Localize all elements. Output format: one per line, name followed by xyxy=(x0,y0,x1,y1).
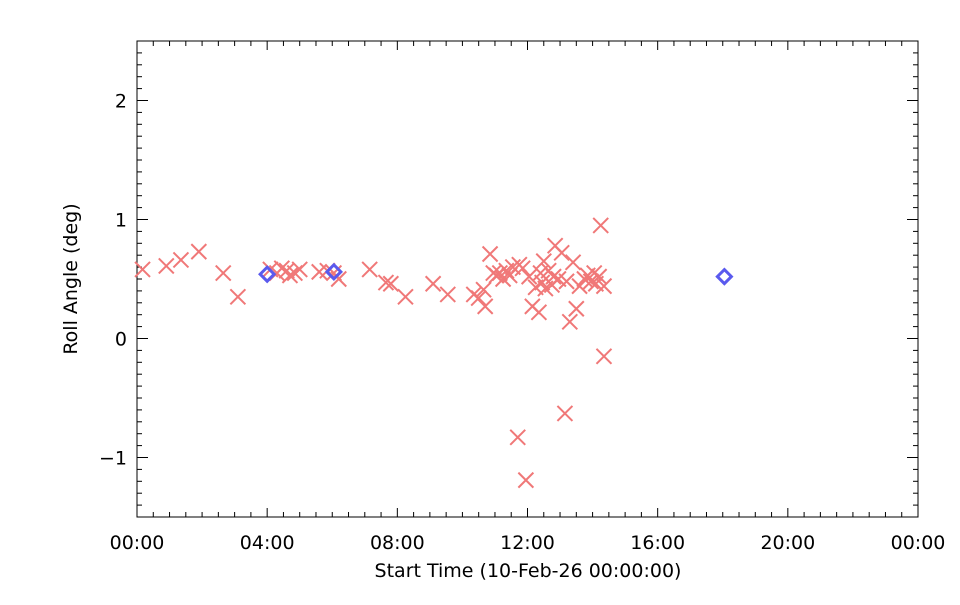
ticks-layer xyxy=(136,40,919,518)
x-tick-label: 20:00 xyxy=(760,532,815,554)
x-tick-labels: 00:00 04:00 08:00 12:00 16:00 20:00 00:00 xyxy=(110,532,946,554)
data-points xyxy=(134,217,734,489)
x-axis-title: Start Time (10-Feb-26 00:00:00) xyxy=(375,560,682,582)
diamond-marker-point xyxy=(258,265,277,284)
x-marker-point xyxy=(481,245,499,263)
y-tick-label: −1 xyxy=(99,448,127,470)
x-marker-point xyxy=(535,252,552,270)
x-marker-point xyxy=(397,288,414,306)
x-marker-point xyxy=(553,244,570,262)
x-marker-point xyxy=(476,298,494,315)
y-tick-label: 1 xyxy=(115,210,127,232)
x-marker-point xyxy=(470,289,487,307)
x-marker-point xyxy=(377,274,395,291)
y-tick-label: 2 xyxy=(115,91,127,113)
x-marker-point xyxy=(229,288,247,306)
x-marker-point xyxy=(439,286,456,303)
x-marker-point xyxy=(172,251,190,269)
x-marker-point xyxy=(281,267,299,284)
x-marker-point xyxy=(382,275,400,292)
x-marker-point xyxy=(330,270,347,288)
x-marker-point xyxy=(517,471,535,489)
x-tick-label: 00:00 xyxy=(891,532,946,554)
x-marker-point xyxy=(595,348,613,365)
x-marker-point xyxy=(556,405,574,422)
x-marker-point xyxy=(571,277,588,295)
x-marker-point xyxy=(595,277,613,295)
x-marker-point xyxy=(558,273,575,290)
x-tick-label: 04:00 xyxy=(240,532,295,554)
diamond-marker-point xyxy=(324,262,343,281)
x-tick-label: 08:00 xyxy=(370,532,425,554)
x-tick-label: 00:00 xyxy=(110,532,165,554)
x-marker-point xyxy=(361,261,378,278)
x-marker-point xyxy=(568,300,585,317)
x-marker-point xyxy=(590,268,608,285)
x-marker-point xyxy=(134,261,151,278)
x-marker-point xyxy=(291,261,308,278)
x-marker-point xyxy=(564,254,582,271)
y-axis-title: Roll Angle (deg) xyxy=(60,203,82,354)
x-marker-point xyxy=(424,275,442,292)
x-marker-point xyxy=(530,304,548,321)
x-marker-point xyxy=(545,268,562,285)
diamond-marker-point xyxy=(715,267,734,286)
y-tick-label: 0 xyxy=(115,329,127,351)
x-marker-point xyxy=(514,260,531,277)
x-marker-point xyxy=(475,281,492,298)
x-marker-point xyxy=(592,217,609,234)
y-tick-labels: −1 0 1 2 xyxy=(99,91,127,470)
x-tick-label: 16:00 xyxy=(630,532,685,554)
x-marker-point xyxy=(509,429,526,446)
x-marker-point xyxy=(215,264,232,282)
x-marker-point xyxy=(158,257,175,275)
x-marker-point xyxy=(190,243,208,260)
x-tick-label: 12:00 xyxy=(500,532,555,554)
x-marker-point xyxy=(520,268,538,285)
x-marker-point xyxy=(582,273,600,290)
x-marker-point xyxy=(561,313,579,331)
